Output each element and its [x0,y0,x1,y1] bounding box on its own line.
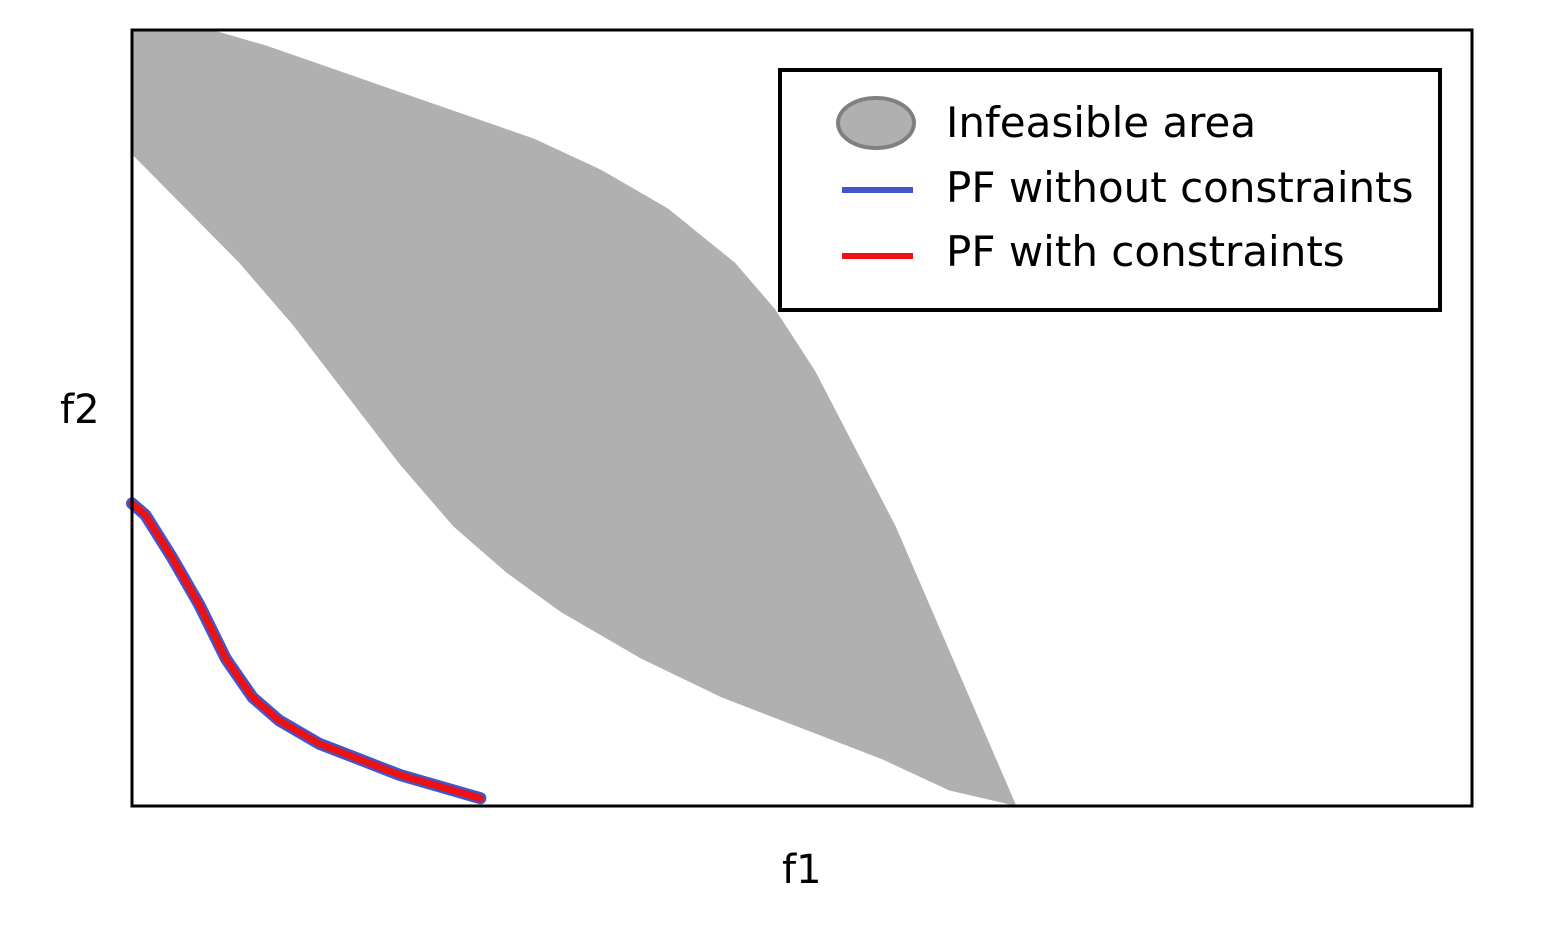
legend-label-infeasible-area: Infeasible area [946,98,1256,147]
legend-label-pf-with-constraints: PF with constraints [946,227,1345,276]
plot-area [126,30,1017,806]
legend: Infeasible area PF without constraints P… [778,68,1442,312]
series-pf-without-constraints [126,497,487,805]
series-pf-with-constraints [128,499,484,802]
x-axis-label: f1 [782,847,822,893]
legend-label-pf-without-constraints: PF without constraints [946,163,1413,212]
legend-swatch-infeasible-area [836,96,916,150]
series-infeasible-area [132,30,1017,806]
plot-frame [130,28,1474,808]
y-axis-label: f2 [60,387,100,433]
